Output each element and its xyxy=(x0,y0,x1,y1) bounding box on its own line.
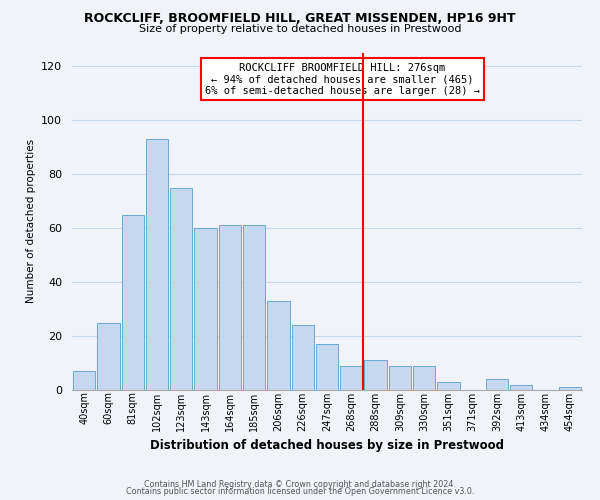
Text: Contains HM Land Registry data © Crown copyright and database right 2024.: Contains HM Land Registry data © Crown c… xyxy=(144,480,456,489)
Bar xyxy=(97,322,119,390)
Bar xyxy=(510,384,532,390)
Bar xyxy=(170,188,193,390)
Bar xyxy=(437,382,460,390)
Bar xyxy=(364,360,387,390)
Bar xyxy=(194,228,217,390)
Bar xyxy=(486,379,508,390)
Bar xyxy=(292,325,314,390)
Bar xyxy=(389,366,411,390)
Bar xyxy=(218,226,241,390)
Bar xyxy=(122,214,144,390)
Bar xyxy=(340,366,362,390)
Bar xyxy=(316,344,338,390)
X-axis label: Distribution of detached houses by size in Prestwood: Distribution of detached houses by size … xyxy=(150,439,504,452)
Text: Contains public sector information licensed under the Open Government Licence v3: Contains public sector information licen… xyxy=(126,487,474,496)
Bar xyxy=(267,301,290,390)
Text: Size of property relative to detached houses in Prestwood: Size of property relative to detached ho… xyxy=(139,24,461,34)
Text: ROCKCLIFF BROOMFIELD HILL: 276sqm
← 94% of detached houses are smaller (465)
6% : ROCKCLIFF BROOMFIELD HILL: 276sqm ← 94% … xyxy=(205,62,480,96)
Bar xyxy=(73,371,95,390)
Bar xyxy=(243,226,265,390)
Bar xyxy=(146,139,168,390)
Text: ROCKCLIFF, BROOMFIELD HILL, GREAT MISSENDEN, HP16 9HT: ROCKCLIFF, BROOMFIELD HILL, GREAT MISSEN… xyxy=(84,12,516,26)
Bar xyxy=(559,388,581,390)
Bar xyxy=(413,366,436,390)
Y-axis label: Number of detached properties: Number of detached properties xyxy=(26,139,35,304)
